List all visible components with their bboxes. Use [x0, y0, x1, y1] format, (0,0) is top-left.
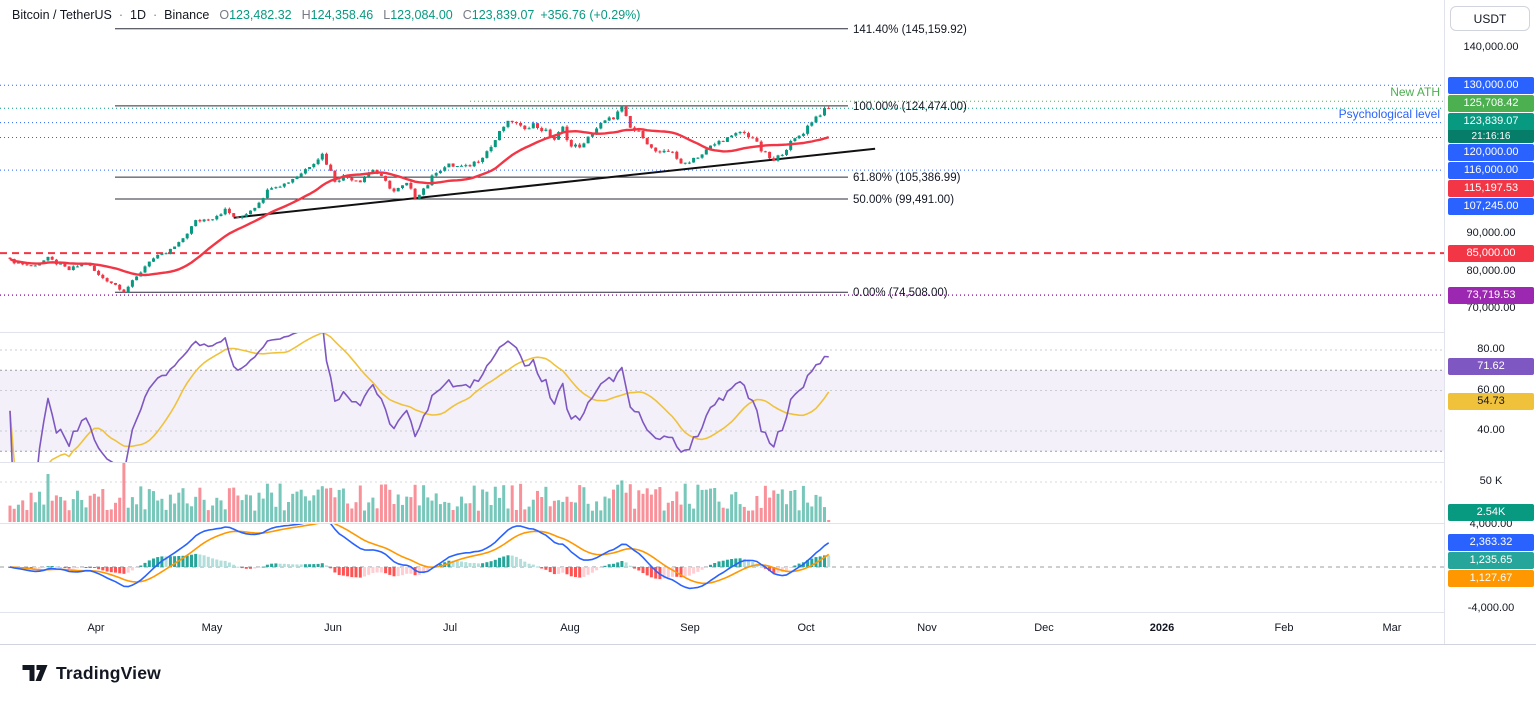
pane-separator[interactable] — [0, 332, 1536, 333]
time-axis-label: Mar — [1382, 622, 1402, 634]
axis-value-label: -4,000.00 — [1467, 602, 1515, 614]
separator-dot: · — [152, 8, 158, 22]
open-label: O — [219, 8, 230, 22]
axis-value-label: 70,000.00 — [1466, 302, 1516, 314]
axis-value-label: 80.00 — [1477, 343, 1505, 355]
symbol-title[interactable]: Bitcoin / TetherUS — [12, 8, 112, 22]
axis-price-badge: 1,235.65 — [1448, 552, 1534, 569]
axis-price-badge: 85,000.00 — [1448, 245, 1534, 262]
high-value: 124,358.46 — [310, 8, 374, 22]
high-label: H — [301, 8, 311, 22]
axis-value-label: 40.00 — [1477, 424, 1505, 436]
close-value: 123,839.07 — [471, 8, 535, 22]
time-axis-label: Nov — [917, 622, 937, 634]
countdown-timer: 21:16:16 — [1448, 130, 1534, 143]
new-ath-annotation[interactable]: New ATH — [1390, 85, 1440, 100]
axis-price-badge: 71.62 — [1448, 358, 1534, 375]
axis-value-label: 90,000.00 — [1466, 227, 1516, 240]
price-axis[interactable]: USDT 140,000.00 90,000.00 80,000.00 70,000.… — [1444, 0, 1536, 644]
pane-separator[interactable] — [0, 462, 1536, 463]
ohlc-open: O123,482.32 — [219, 8, 291, 22]
axis-price-badge: 2,363.32 — [1448, 534, 1534, 551]
axis-value-label: 4,000.00 — [1469, 518, 1513, 530]
time-axis-label: Apr — [87, 622, 105, 634]
axis-price-badge: 1,127.67 — [1448, 570, 1534, 587]
time-axis-label: Jun — [324, 622, 342, 634]
axis-price-badge: 107,245.00 — [1448, 198, 1534, 215]
ohlc-close: C123,839.07 — [463, 8, 535, 22]
tradingview-logo[interactable]: TradingView — [22, 662, 161, 684]
axis-price-badge: 123,839.07 21:16:16 — [1448, 113, 1534, 143]
time-axis-label: Oct — [797, 622, 815, 634]
fib-label: 61.80% (105,386.99) — [853, 172, 961, 184]
price-pane-canvas[interactable]: 141.40% (145,159.92) 100.00% (124,474.00)… — [0, 0, 1444, 332]
bottom-bar: TradingView — [0, 644, 1536, 706]
ohlc-low: L123,084.00 — [383, 8, 453, 22]
axis-value-label: 60.00 — [1477, 383, 1505, 396]
tradingview-mark-icon — [22, 665, 48, 681]
macd-pane-canvas[interactable] — [0, 523, 1444, 612]
rsi-pane-canvas[interactable] — [0, 332, 1444, 462]
low-label: L — [383, 8, 391, 22]
close-label: C — [462, 8, 472, 22]
fib-label: 50.00% (99,491.00) — [853, 194, 954, 206]
time-axis-label: Dec — [1034, 622, 1054, 634]
axis-price-badge: 120,000.00 — [1448, 144, 1534, 161]
fib-label: 100.00% (124,474.00) — [853, 101, 967, 113]
symbol-header: Bitcoin / TetherUS · 1D · Binance O123,4… — [12, 8, 640, 22]
exchange-label[interactable]: Binance — [164, 8, 210, 22]
interval-label[interactable]: 1D — [130, 8, 146, 22]
tradingview-logo-text: TradingView — [56, 662, 161, 683]
time-axis-label: Sep — [680, 622, 700, 634]
axis-value-label: 50 K — [1479, 475, 1503, 487]
axis-price-badge: 2.54K — [1448, 504, 1534, 521]
axis-price-badge: 73,719.53 — [1448, 287, 1534, 304]
axis-price-badge: 115,197.53 — [1448, 180, 1534, 197]
time-axis[interactable]: Apr May Jun Jul Aug Sep Oct Nov Dec 2026 Feb Mar — [0, 612, 1444, 644]
volume-pane-canvas[interactable] — [0, 462, 1444, 523]
time-axis-label: Feb — [1274, 622, 1294, 634]
currency-toggle-button[interactable]: USDT — [1450, 6, 1530, 31]
time-axis-label: May — [201, 622, 223, 634]
ohlc-high: H124,358.46 — [302, 8, 374, 22]
open-value: 123,482.32 — [229, 8, 292, 22]
time-axis-label: Aug — [560, 622, 580, 634]
axis-price-badge: 116,000.00 — [1448, 162, 1534, 179]
axis-value-label: 80,000.00 — [1466, 264, 1516, 277]
low-value: 123,084.00 — [390, 8, 453, 22]
axis-price-badge: 54.73 — [1448, 393, 1534, 410]
time-axis-label: 2026 — [1149, 622, 1175, 634]
axis-price-badge: 130,000.00 — [1448, 77, 1534, 94]
time-axis-label: Jul — [442, 622, 458, 634]
separator-dot: · — [118, 8, 123, 22]
fib-label: 141.40% (145,159.92) — [853, 24, 967, 36]
change-value: +356.76 (+0.29%) — [540, 8, 641, 22]
axis-value-label: 140,000.00 — [1463, 41, 1519, 53]
fib-label: 0.00% (74,508.00) — [853, 287, 948, 299]
psychological-level-annotation[interactable]: Psychological level — [1338, 106, 1440, 121]
pane-separator[interactable] — [0, 523, 1536, 524]
axis-price-badge: 125,708.42 — [1448, 95, 1534, 112]
